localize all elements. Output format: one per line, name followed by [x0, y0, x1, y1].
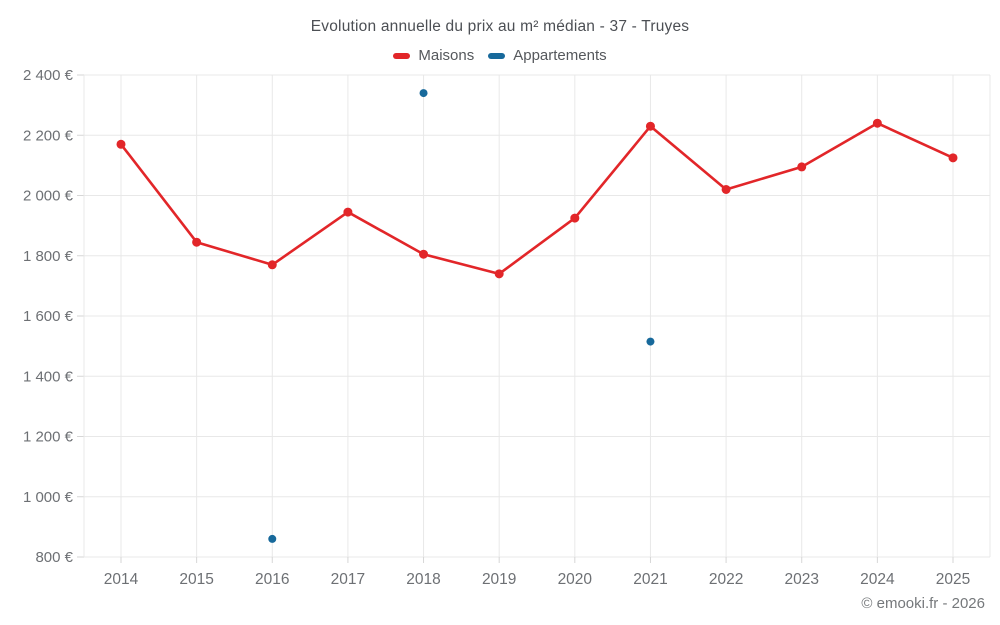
maisons-swatch-icon [393, 52, 411, 59]
maisons-point[interactable] [267, 260, 277, 270]
legend-item-maisons[interactable]: Maisons [393, 47, 474, 64]
y-axis-label: 2 400 € [23, 67, 74, 84]
x-axis-label: 2025 [936, 571, 970, 588]
maisons-point[interactable] [721, 184, 731, 194]
maisons-point[interactable] [192, 237, 202, 247]
maisons-point[interactable] [494, 269, 504, 279]
y-axis-label: 2 000 € [23, 188, 74, 205]
maisons-point[interactable] [570, 213, 580, 223]
appartements-swatch-icon [488, 52, 506, 59]
maisons-point[interactable] [872, 118, 882, 128]
maisons-point[interactable] [797, 162, 807, 172]
y-axis-label: 1 400 € [23, 368, 74, 385]
x-axis-label: 2024 [860, 571, 895, 588]
x-axis-label: 2015 [179, 571, 213, 588]
y-axis-label: 2 200 € [23, 127, 74, 144]
y-axis-label: 1 600 € [23, 308, 74, 325]
y-axis-label: 800 € [35, 549, 73, 566]
maisons-point[interactable] [419, 249, 429, 259]
x-axis-label: 2017 [331, 571, 365, 588]
chart-title: Evolution annuelle du prix au m² médian … [310, 18, 690, 35]
maisons-point[interactable] [948, 153, 958, 163]
x-axis-label: 2014 [104, 571, 139, 588]
appartements-point[interactable] [419, 89, 428, 98]
appartements-point[interactable] [646, 337, 655, 346]
chart-legend: Maisons Appartements [0, 47, 1000, 64]
y-axis-label: 1 200 € [23, 429, 74, 446]
legend-label-maisons: Maisons [418, 47, 475, 64]
legend-item-appartements[interactable]: Appartements [488, 47, 607, 64]
legend-label-appartements: Appartements [513, 47, 607, 64]
y-axis-label: 1 000 € [23, 489, 74, 506]
x-axis-label: 2018 [406, 571, 440, 588]
maisons-line [119, 121, 955, 276]
y-axis-label: 1 800 € [23, 248, 74, 265]
x-axis-label: 2016 [255, 571, 289, 588]
x-axis-label: 2023 [784, 571, 818, 588]
x-axis-label: 2021 [633, 571, 667, 588]
chart-footer: © emooki.fr - 2026 [861, 595, 985, 612]
maisons-point[interactable] [343, 207, 353, 217]
maisons-point[interactable] [116, 139, 126, 149]
x-axis-label: 2020 [558, 571, 593, 588]
x-axis-label: 2019 [482, 571, 516, 588]
x-axis-label: 2022 [709, 571, 743, 588]
appartements-point[interactable] [268, 534, 277, 543]
maisons-point[interactable] [645, 121, 655, 131]
